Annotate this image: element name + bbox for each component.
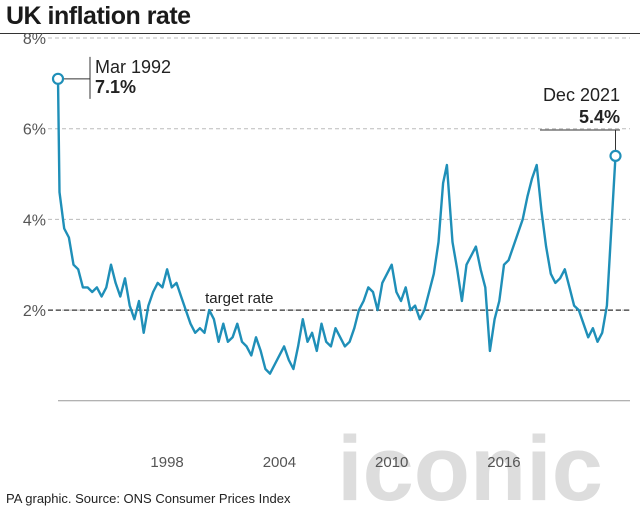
target-rate-label: target rate bbox=[205, 290, 273, 307]
end-date-label: Dec 2021 bbox=[543, 85, 620, 105]
start-date-label: Mar 1992 bbox=[95, 57, 171, 77]
title-rule bbox=[0, 33, 640, 34]
y-tick-label: 2% bbox=[23, 303, 46, 320]
y-tick-label: 4% bbox=[23, 212, 46, 229]
y-tick-label: 6% bbox=[23, 122, 46, 139]
start-marker bbox=[51, 72, 65, 85]
x-tick-label: 1998 bbox=[150, 454, 183, 471]
end-value-label: 5.4% bbox=[579, 107, 620, 127]
series-line bbox=[56, 77, 617, 375]
x-tick-label: 2004 bbox=[263, 454, 296, 471]
chart-title: UK inflation rate bbox=[6, 2, 191, 30]
source-note: PA graphic. Source: ONS Consumer Prices … bbox=[6, 491, 291, 506]
series-line-layer bbox=[56, 77, 617, 375]
target-rate-line: target rate bbox=[48, 290, 630, 311]
x-tick-label: 2010 bbox=[375, 454, 408, 471]
y-tick-label: 8% bbox=[23, 31, 46, 48]
start-value-label: 7.1% bbox=[95, 77, 136, 97]
axis-ticks: 2% 4% 6% 8% 1998 2004 2010 2016 bbox=[23, 31, 521, 471]
watermark-logo: iconic bbox=[337, 418, 603, 514]
end-marker bbox=[609, 149, 622, 163]
x-tick-label: 2016 bbox=[487, 454, 520, 471]
